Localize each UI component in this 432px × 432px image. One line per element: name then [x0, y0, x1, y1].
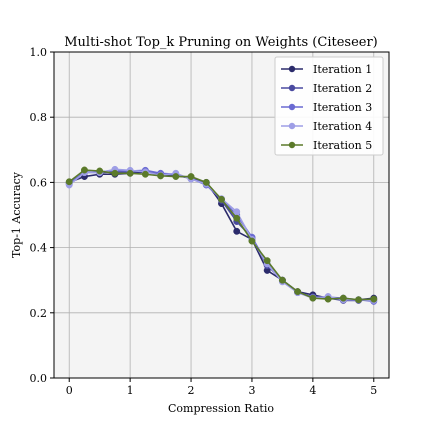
x-axis-ticks: 0 1 2 3 4 5 [66, 378, 377, 397]
data-point [157, 172, 165, 180]
legend-marker [288, 141, 296, 149]
legend-entry: Iteration 4 [281, 120, 372, 133]
y-axis-label: Top-1 Accuracy [10, 171, 23, 258]
x-tick-label: 3 [248, 384, 255, 397]
legend-entry: Iteration 5 [281, 139, 372, 152]
data-point [202, 178, 210, 186]
legend-marker [288, 122, 296, 130]
legend-label: Iteration 2 [313, 82, 372, 95]
y-tick-label: 0.8 [30, 111, 48, 124]
data-point [81, 166, 88, 174]
data-point [172, 173, 180, 180]
legend-label: Iteration 5 [313, 139, 372, 152]
data-point [111, 169, 119, 177]
data-point [248, 237, 256, 245]
x-tick-label: 1 [127, 384, 134, 397]
y-tick-label: 1.0 [30, 46, 48, 59]
x-tick-label: 5 [370, 384, 377, 397]
legend-box [274, 56, 384, 156]
data-point [233, 208, 241, 216]
data-point [187, 173, 195, 180]
data-point [309, 294, 317, 302]
legend-label: Iteration 1 [313, 63, 372, 76]
legend-entry: Iteration 2 [281, 82, 372, 95]
y-tick-label: 0.2 [30, 307, 48, 320]
plot-frame [53, 51, 390, 379]
x-tick-label: 0 [66, 384, 73, 397]
legend-marker [288, 65, 296, 73]
data-point [96, 167, 104, 175]
x-tick-label: 2 [188, 384, 195, 397]
y-tick-label: 0.6 [30, 176, 48, 189]
data-point [324, 295, 332, 303]
legend-marker [288, 84, 296, 92]
data-point [65, 178, 73, 186]
legend: Iteration 1 Iteration 2 Iteration 3 Iterati… [274, 56, 384, 156]
data-point [278, 276, 286, 284]
data-point [339, 294, 347, 302]
data-point [126, 169, 134, 177]
data-point [233, 227, 241, 235]
x-tick-label: 4 [309, 384, 316, 397]
data-point [141, 170, 149, 178]
chart-title: Multi-shot Top_k Pruning on Weights (Cit… [64, 35, 378, 50]
series-5 [65, 166, 378, 304]
data-point [355, 296, 362, 304]
data-point [233, 214, 241, 222]
data-point [370, 295, 378, 303]
series-layer [65, 165, 378, 305]
legend-marker [288, 103, 296, 111]
y-axis-ticks: 0.0 0.2 0.4 0.6 0.8 1.0 [30, 46, 54, 385]
legend-entry: Iteration 3 [281, 101, 372, 114]
y-tick-label: 0.0 [30, 372, 48, 385]
data-point [294, 288, 302, 296]
legend-entry: Iteration 1 [281, 63, 372, 76]
legend-label: Iteration 3 [313, 101, 372, 114]
x-axis-label: Compression Ratio [168, 402, 274, 415]
y-tick-label: 0.4 [30, 242, 48, 255]
data-point [218, 195, 225, 203]
legend-label: Iteration 4 [313, 120, 372, 133]
data-point [263, 257, 271, 265]
